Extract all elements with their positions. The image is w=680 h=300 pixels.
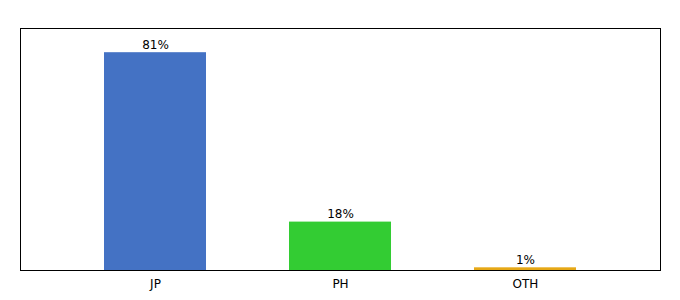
svg-text:PH: PH [332,277,348,291]
svg-text:18%: 18% [327,207,354,221]
svg-text:JP: JP [149,277,161,291]
svg-text:OTH: OTH [513,277,539,291]
svg-text:1%: 1% [516,253,535,267]
svg-text:81%: 81% [142,38,169,52]
